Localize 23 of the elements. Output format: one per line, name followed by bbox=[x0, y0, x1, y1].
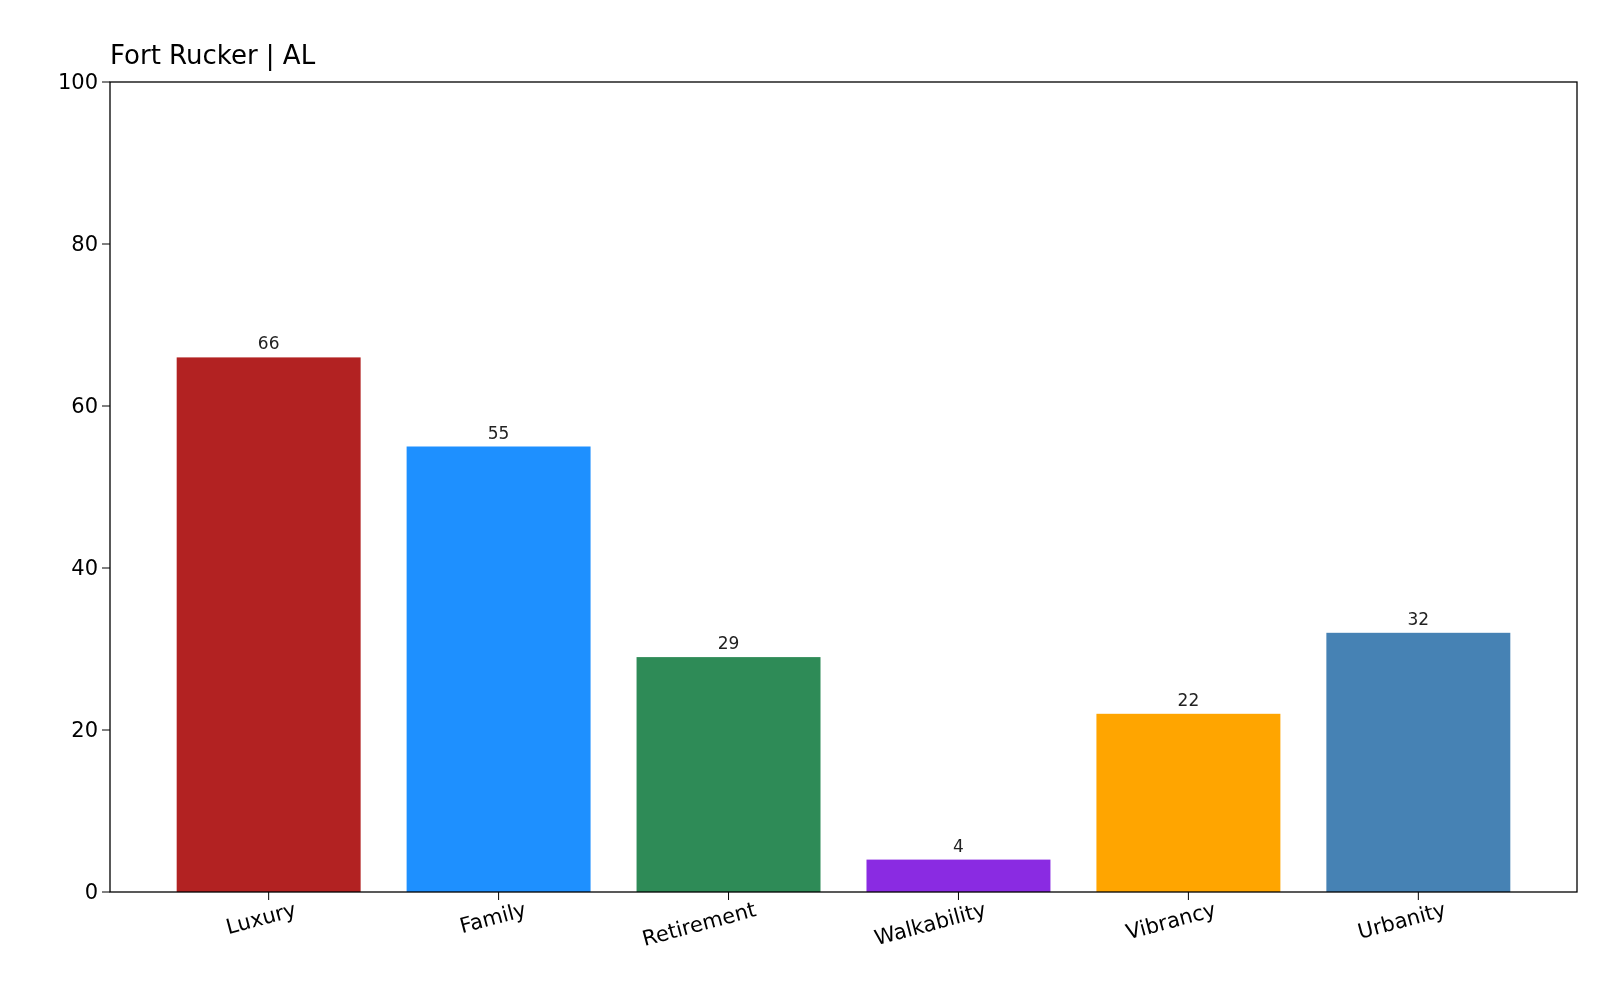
data-label: 32 bbox=[1407, 608, 1430, 629]
x-tick-label: Vibrancy bbox=[1123, 897, 1219, 945]
bar bbox=[406, 446, 591, 892]
x-tick-label: Family bbox=[457, 897, 529, 939]
y-tick-label: 0 bbox=[84, 880, 98, 905]
data-label: 55 bbox=[487, 422, 510, 443]
x-tick-label: Urbanity bbox=[1355, 897, 1449, 944]
bar bbox=[866, 859, 1051, 892]
bar bbox=[1096, 713, 1281, 892]
bar bbox=[636, 657, 821, 892]
data-label: 66 bbox=[257, 333, 280, 354]
data-label: 22 bbox=[1177, 689, 1200, 710]
bar bbox=[176, 357, 361, 892]
y-tick-label: 60 bbox=[71, 394, 98, 419]
y-tick-label: 20 bbox=[71, 718, 98, 743]
y-tick-label: 40 bbox=[71, 556, 98, 581]
data-label: 4 bbox=[953, 835, 964, 856]
y-tick-label: 100 bbox=[57, 70, 98, 95]
x-tick-label: Luxury bbox=[223, 897, 299, 940]
bar bbox=[1326, 632, 1511, 892]
y-tick-label: 80 bbox=[71, 232, 98, 257]
chart-title: Fort Rucker | AL bbox=[110, 40, 316, 71]
data-label: 29 bbox=[717, 633, 740, 654]
